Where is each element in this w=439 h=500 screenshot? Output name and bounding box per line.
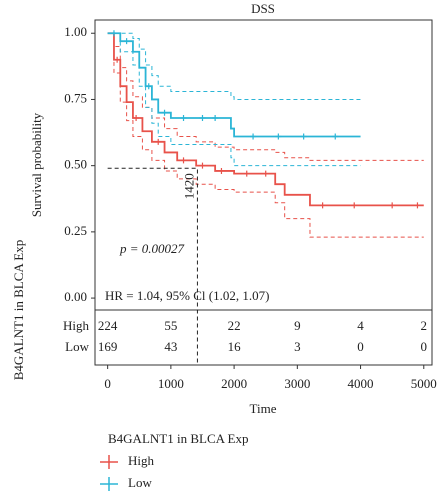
risk-count: 0 <box>357 339 364 354</box>
p-value: p = 0.00027 <box>119 241 185 256</box>
censor-mark <box>123 38 130 45</box>
legend-swatch <box>100 455 118 469</box>
risk-count: 2 <box>421 318 428 333</box>
y-tick-label: 0.75 <box>64 90 87 105</box>
censor-mark <box>199 114 206 121</box>
y-tick-label: 0.25 <box>64 223 87 238</box>
x-tick-label: 0 <box>104 376 111 391</box>
legend-title: B4GALNT1 in BLCA Exp <box>108 431 248 446</box>
risk-count: 9 <box>294 318 301 333</box>
risk-count: 43 <box>164 339 177 354</box>
risk-count: 169 <box>98 339 118 354</box>
risk-count: 16 <box>228 339 242 354</box>
legend-swatch <box>100 477 118 491</box>
hr-text: HR = 1.04, 95% Cl (1.02, 1.07) <box>105 288 269 303</box>
censor-mark <box>351 202 358 209</box>
censor-mark <box>161 109 168 116</box>
median-label: 1420 <box>181 173 196 199</box>
censor-mark <box>250 133 257 140</box>
censor-mark <box>145 83 152 90</box>
confidence-bound <box>107 32 361 167</box>
risk-count: 224 <box>98 318 118 333</box>
y-tick-label: 1.00 <box>64 24 87 39</box>
y-axis-label: Survival probability <box>29 112 44 217</box>
censor-mark <box>180 114 187 121</box>
censor-mark <box>133 114 140 121</box>
risk-count: 3 <box>294 339 301 354</box>
confidence-bound <box>107 32 424 238</box>
legend-label: High <box>128 453 155 468</box>
risk-row-label: High <box>63 318 90 333</box>
median-line <box>107 167 198 365</box>
censor-mark <box>332 133 339 140</box>
risk-count: 55 <box>164 318 177 333</box>
confidence-bound <box>107 32 424 161</box>
risk-row-label: Low <box>65 339 89 354</box>
x-tick-label: 5000 <box>411 376 437 391</box>
censor-mark <box>275 133 282 140</box>
censor-mark <box>110 30 117 37</box>
y-tick-label: 0.00 <box>64 289 87 304</box>
x-axis-label: Time <box>250 401 277 416</box>
plot-frame <box>94 19 433 311</box>
confidence-bound <box>107 32 361 100</box>
x-tick-label: 1000 <box>158 376 184 391</box>
censor-mark <box>218 167 225 174</box>
legend-label: Low <box>128 475 152 490</box>
censor-mark <box>180 157 187 164</box>
y-tick-label: 0.50 <box>64 157 87 172</box>
censor-mark <box>262 170 269 177</box>
risk-table-title: B4GALNT1 in BLCA Exp <box>11 240 26 380</box>
risk-count: 4 <box>357 318 364 333</box>
risk-count: 22 <box>228 318 241 333</box>
x-tick-label: 2000 <box>221 376 247 391</box>
censor-mark <box>155 138 162 145</box>
censor-mark <box>389 202 396 209</box>
risk-table-frame <box>94 309 433 366</box>
chart-title: DSS <box>251 1 275 16</box>
censor-mark <box>319 202 326 209</box>
censor-mark <box>243 170 250 177</box>
censor-mark <box>414 202 421 209</box>
x-tick-label: 3000 <box>284 376 310 391</box>
censor-mark <box>199 162 206 169</box>
censor-mark <box>114 56 121 63</box>
survival-curve <box>107 32 361 138</box>
censor-mark <box>212 114 219 121</box>
survival-curve <box>107 32 424 207</box>
censor-mark <box>300 133 307 140</box>
x-tick-label: 4000 <box>348 376 374 391</box>
risk-count: 0 <box>421 339 428 354</box>
